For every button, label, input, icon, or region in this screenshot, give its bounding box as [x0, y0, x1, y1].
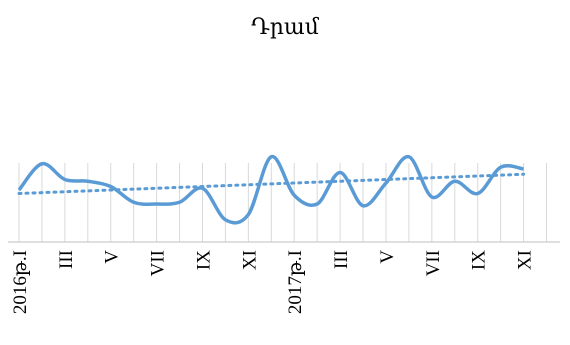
x-tick-label: III	[56, 250, 77, 269]
x-tick-label: XI	[239, 250, 260, 270]
x-tick-label: III	[331, 250, 352, 269]
chart-title: Դրամ	[251, 14, 319, 39]
x-tick-label: 2017թ.I	[285, 250, 306, 314]
x-tick-label: IX	[469, 250, 490, 270]
x-tick-label: VII	[423, 250, 444, 276]
x-tick-label: VII	[148, 250, 169, 276]
x-tick-label: XI	[515, 250, 536, 270]
x-tick-label: V	[102, 250, 123, 264]
x-tick-label: V	[377, 250, 398, 264]
x-tick-label: 2016թ.I	[10, 250, 31, 314]
x-tick-label: IX	[193, 250, 214, 270]
series-line	[17, 154, 524, 225]
trend-line	[17, 172, 526, 195]
